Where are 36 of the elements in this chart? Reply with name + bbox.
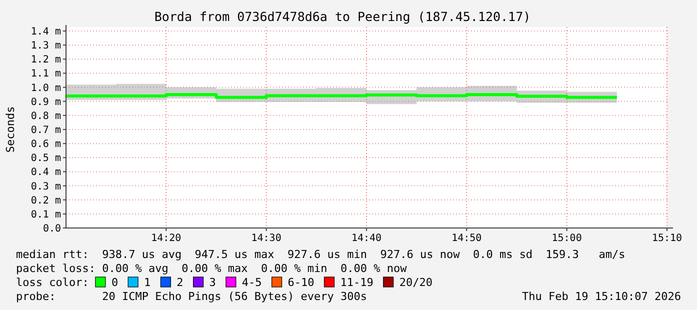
text: 4-5 [242,276,262,289]
y-tick-label: 0.1 m [30,209,61,220]
y-tick-label: 1.2 m [30,54,61,66]
text: loss color: [16,276,89,289]
x-tick-label: 14:50 [452,233,482,244]
y-tick-label: 1.1 m [30,68,61,80]
y-tick-label: 0.5 m [30,153,61,164]
y-tick-label: 0.0 [42,224,61,234]
y-tick-label: 0.3 m [30,181,61,192]
text: 6-10 [288,276,314,289]
y-tick-label: 1.3 m [30,40,61,52]
y-tick-label: 0.8 m [30,110,61,122]
y-tick-label: 0.4 m [30,167,61,178]
text: 0 [111,276,118,289]
x-tick-label: 14:30 [251,233,282,244]
y-tick-label: 0.2 m [30,195,61,206]
text: 2 [176,276,184,289]
text: probe: 20 ICMP Echo Pings (56 Bytes) every 300s [16,290,367,303]
text: median rtt: 938.7 us avg 947.5 us max 927.6 us min 927.6 us now 0.0 ms sd 159.3 am/s [16,248,626,261]
text: 20/20 [399,276,432,289]
text: packet loss: 0.00 % avg 0.00 % max 0.00 % min 0.00 % now [16,262,408,275]
y-tick-label: 0.7 m [30,125,61,136]
text: 3 [209,276,216,289]
text: Thu Feb 19 15:10:07 2026 [522,290,681,303]
y-axis-title: Seconds [4,106,17,153]
x-tick-label: 14:40 [351,233,382,244]
x-tick-label: 15:10 [652,233,682,244]
y-tick-label: 0.9 m [30,96,61,108]
y-tick-label: 1.4 m [30,26,61,38]
y-tick-label: 1.0 m [30,82,61,94]
x-tick-label: 15:00 [552,233,582,244]
y-tick-label: 0.6 m [30,139,61,150]
chart-title: Borda from 0736d7478d6a to Peering (187.45.120.17) [154,9,531,24]
text: 11-19 [340,276,374,289]
text: 1 [144,276,151,289]
x-tick-label: 14:20 [151,233,182,244]
